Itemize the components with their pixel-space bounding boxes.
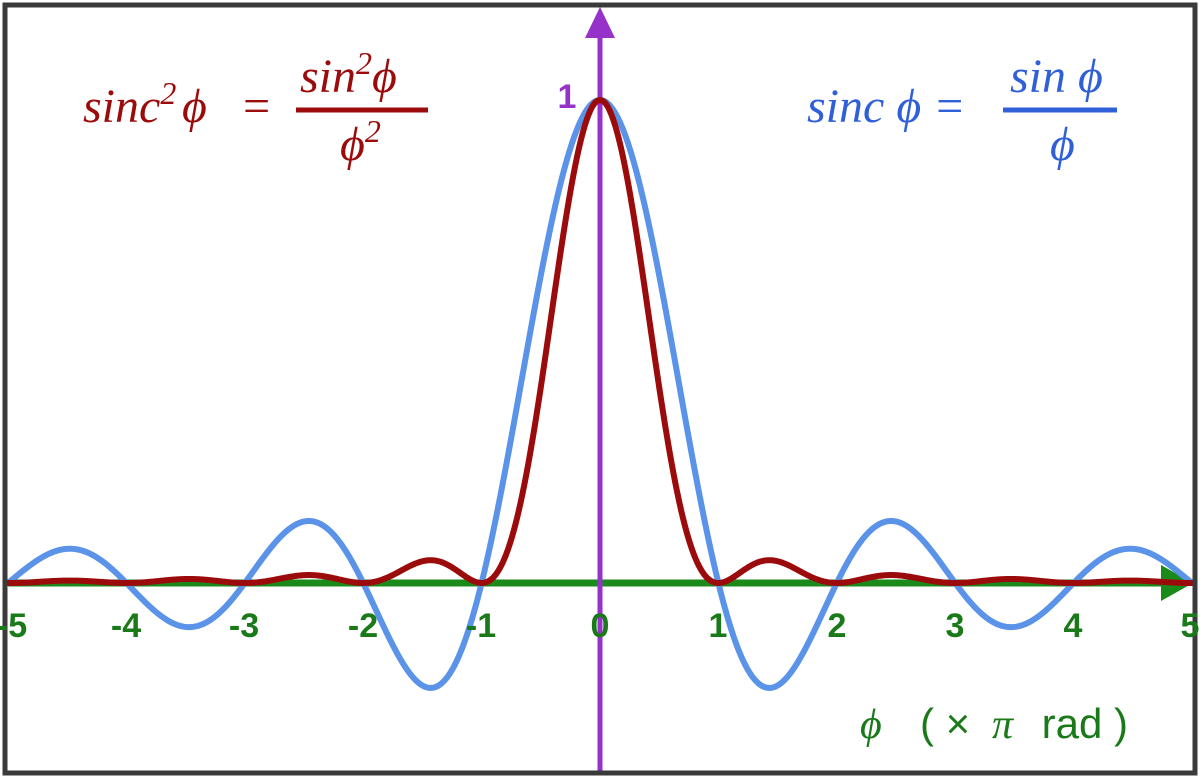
svg-text:3: 3 <box>946 607 965 645</box>
svg-text:ϕ: ϕ <box>182 80 207 133</box>
svg-text:=: = <box>240 80 272 133</box>
svg-text:ϕ: ϕ <box>1050 118 1075 171</box>
svg-text:rad ): rad ) <box>1030 700 1128 747</box>
svg-text:1: 1 <box>709 607 728 645</box>
svg-text:sinc ϕ =: sinc ϕ = <box>807 80 966 133</box>
svg-text:-3: -3 <box>229 607 259 645</box>
svg-text:( ×: ( × <box>920 700 970 747</box>
svg-text:sin2ϕ: sin2ϕ <box>300 45 397 103</box>
svg-text:ϕ: ϕ <box>860 702 882 748</box>
svg-text:π: π <box>992 702 1014 748</box>
svg-text:ϕ2: ϕ2 <box>340 113 381 171</box>
svg-text:0: 0 <box>591 607 610 645</box>
svg-text:-4: -4 <box>111 607 141 645</box>
svg-text:-5: -5 <box>0 607 27 645</box>
svg-text:sin ϕ: sin ϕ <box>1010 50 1103 103</box>
svg-text:2: 2 <box>828 607 847 645</box>
svg-text:4: 4 <box>1064 607 1083 645</box>
svg-text:-1: -1 <box>466 607 496 645</box>
svg-text:-2: -2 <box>348 607 378 645</box>
svg-text:5: 5 <box>1181 607 1200 645</box>
svg-text:sinc2: sinc2 <box>83 75 176 133</box>
svg-text:1: 1 <box>558 78 577 116</box>
